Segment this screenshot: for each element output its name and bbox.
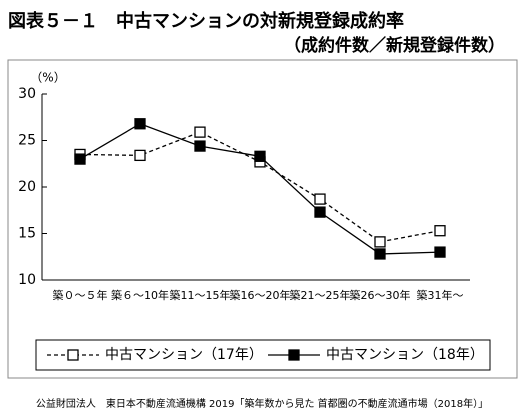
marker	[134, 118, 146, 130]
x-tick-label: 築16～20年	[230, 288, 291, 302]
marker	[374, 236, 386, 248]
marker	[314, 206, 326, 218]
x-tick-label: 築６～10年	[111, 288, 169, 302]
series-line	[79, 131, 441, 243]
y-tick-label: 20	[18, 179, 36, 195]
marker	[74, 153, 86, 165]
y-tick-label: 25	[18, 133, 36, 149]
y-tick-label: 10	[18, 272, 36, 288]
y-tick-label: 30	[18, 86, 36, 102]
marker	[434, 225, 446, 237]
y-unit: （%）	[30, 71, 65, 85]
marker	[254, 150, 266, 162]
legend-box	[35, 339, 491, 371]
series-line	[79, 123, 441, 255]
marker	[194, 126, 206, 138]
x-tick-label: 築11～15年	[170, 288, 231, 302]
chart-title: 図表５－１ 中古マンションの対新規登録成約率	[8, 10, 404, 32]
y-tick-label: 15	[18, 226, 36, 242]
x-tick-label: 築０～５年	[53, 288, 108, 302]
marker	[194, 140, 206, 152]
x-tick-label: 築31年～	[417, 288, 464, 302]
legend-marker	[67, 349, 79, 361]
legend-marker	[288, 349, 300, 361]
x-tick-label: 築26～30年	[350, 288, 411, 302]
chart-subtitle: （成約件数／新規登録件数）	[284, 35, 505, 56]
marker	[314, 193, 326, 205]
source-note: 公益財団法人 東日本不動産流通機構 2019「築年数から見た 首都圏の不動産流通…	[36, 397, 488, 410]
marker	[134, 149, 146, 162]
x-tick-label: 築21～25年	[290, 288, 351, 302]
marker	[434, 246, 446, 258]
legend-label: 中古マンション（18年）	[326, 347, 484, 363]
marker	[374, 248, 386, 260]
legend-label: 中古マンション（17年）	[105, 347, 263, 363]
chart-frame	[7, 59, 518, 379]
